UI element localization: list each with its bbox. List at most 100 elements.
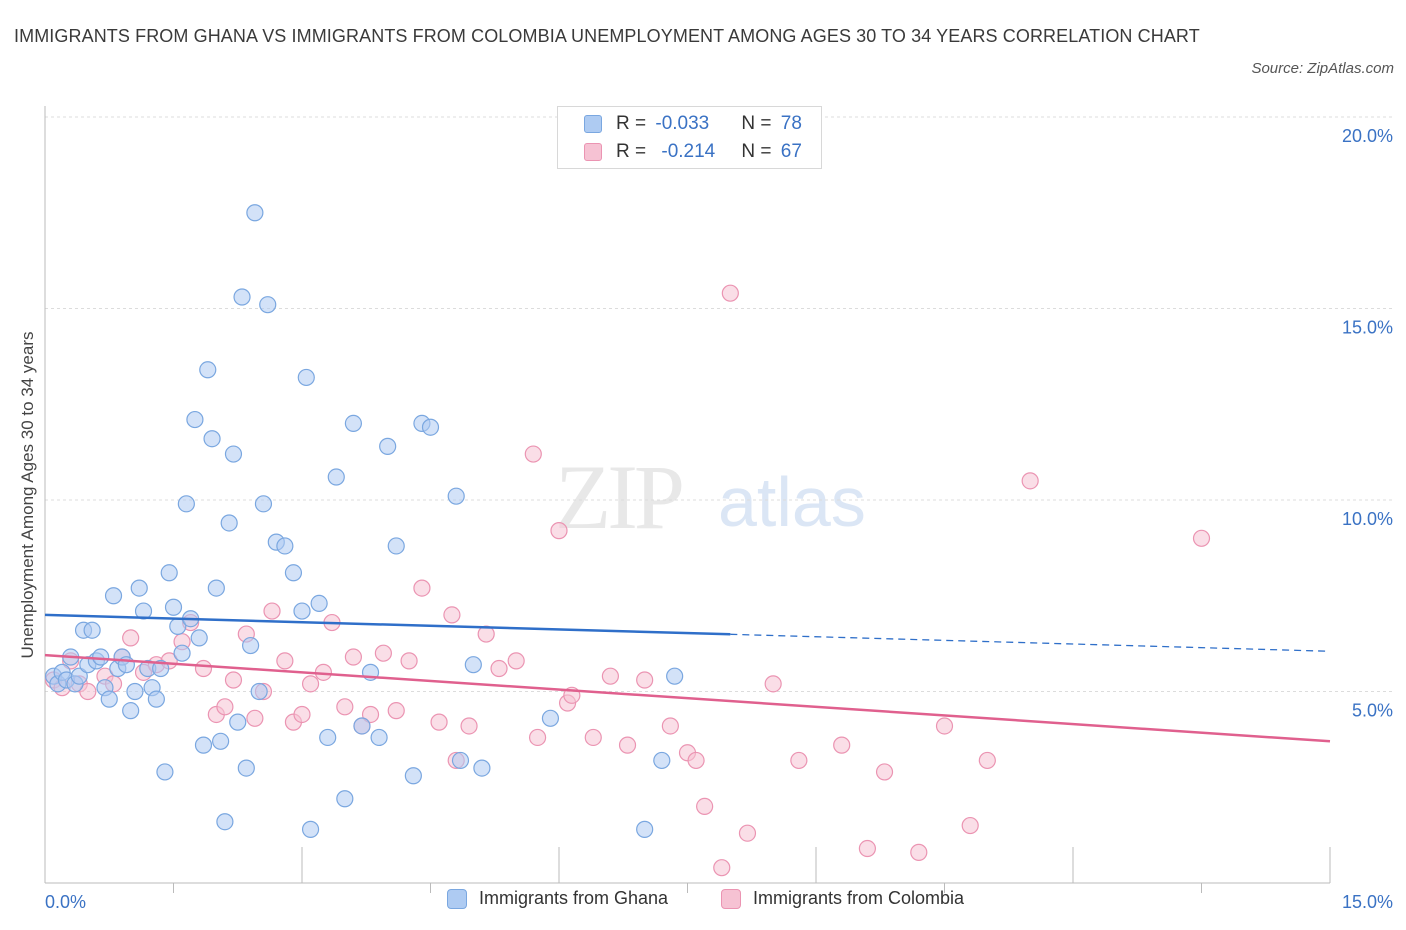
bottom-legend-label-ghana: Immigrants from Ghana — [479, 888, 669, 908]
colombia-point — [246, 709, 264, 727]
ghana-point — [177, 495, 195, 513]
ghana-point — [130, 579, 148, 597]
legend-n-label: N = — [741, 141, 777, 162]
ghana-point — [541, 709, 560, 727]
legend-row-colombia: R = -0.214 N = 67 — [584, 139, 802, 165]
legend-r-label: R = — [616, 113, 652, 134]
ghana-trend-extension — [730, 633, 1331, 652]
colombia-point — [336, 698, 354, 716]
ghana-point — [229, 713, 247, 731]
ghana-point — [100, 690, 118, 708]
colombia-point — [344, 648, 362, 666]
ghana-point — [421, 418, 440, 436]
colombia-point — [361, 705, 380, 724]
colombia-point — [507, 652, 525, 670]
colombia-point — [636, 671, 654, 689]
ghana-point — [194, 736, 213, 754]
colombia-point — [687, 751, 705, 770]
ghana-point — [156, 763, 174, 781]
correlation-legend: R = -0.033 N = 78 R = -0.214 N = 67 — [557, 106, 822, 169]
colombia-point — [738, 824, 757, 842]
watermark: ZIP atlas — [555, 446, 866, 548]
ghana-point — [387, 537, 405, 555]
ghana-point — [293, 602, 311, 620]
x-ticks — [173, 847, 1331, 893]
ghana-point — [70, 667, 88, 685]
source-label: Source: ZipAtlas.com — [1251, 60, 1394, 77]
colombia-point — [122, 629, 140, 647]
legend-r-value-colombia: -0.214 — [661, 141, 716, 162]
bottom-legend-swatch-colombia — [721, 888, 741, 909]
ghana-point — [233, 288, 251, 306]
colombia-point — [764, 675, 782, 693]
ghana-point — [246, 204, 264, 222]
colombia-point — [875, 763, 894, 781]
colombia-point — [910, 843, 928, 861]
ghana-point — [250, 682, 268, 701]
ghana-point — [207, 579, 225, 597]
ghana-point — [186, 410, 204, 429]
colombia-point — [833, 736, 851, 754]
colombia-point — [935, 717, 954, 735]
y-tick-labels: 5.0% 10.0% 15.0% 20.0% — [1342, 126, 1393, 721]
axes — [44, 106, 1330, 884]
colombia-point — [387, 702, 405, 720]
ghana-point — [464, 656, 482, 674]
colombia-point — [721, 284, 739, 302]
ghana-trend-line — [44, 613, 731, 636]
ghana-point — [104, 587, 123, 605]
ghana-point — [310, 594, 328, 613]
colombia-point — [490, 659, 508, 678]
ghana-point — [199, 361, 217, 379]
ghana-point — [152, 659, 170, 678]
colombia-point — [79, 682, 97, 701]
ghana-point — [259, 296, 277, 314]
ghana-point — [147, 690, 165, 708]
ghana-point — [254, 495, 273, 513]
ghana-point — [216, 813, 234, 831]
ghana-point — [447, 487, 465, 505]
colombia-point — [713, 859, 731, 877]
bottom-legend-ghana: Immigrants from Ghana — [447, 888, 668, 909]
ghana-point — [160, 564, 178, 582]
ghana-point — [212, 732, 230, 750]
colombia-point — [601, 667, 620, 685]
ghana-point — [319, 728, 337, 747]
colombia-point — [194, 659, 213, 678]
legend-r-label: R = — [616, 141, 652, 162]
ghana-point — [224, 445, 243, 463]
colombia-point — [443, 606, 461, 624]
colombia-point — [400, 652, 418, 670]
ghana-point — [327, 468, 345, 486]
ghana-point — [473, 759, 491, 777]
ghana-point — [666, 667, 684, 685]
colombia-point — [374, 644, 392, 662]
ghana-point — [203, 430, 221, 448]
colombia-point — [263, 602, 281, 620]
colombia-point — [696, 797, 714, 816]
watermark-zip: ZIP — [555, 446, 682, 548]
ghana-point — [404, 767, 422, 785]
colombia-point — [584, 728, 602, 747]
colombia-point — [293, 705, 311, 724]
colombia-point — [224, 671, 243, 689]
legend-swatch-colombia — [584, 143, 602, 161]
grid-lines — [45, 116, 1393, 692]
ghana-point — [451, 751, 470, 770]
y-tick-label: 20.0% — [1342, 126, 1393, 146]
ghana-point — [237, 759, 255, 777]
legend-n-value-colombia: 67 — [780, 141, 802, 162]
colombia-point — [978, 751, 996, 770]
colombia-point — [1192, 529, 1211, 547]
ghana-point — [297, 368, 315, 387]
legend-n-label: N = — [741, 113, 777, 134]
legend-r-value-ghana: -0.033 — [655, 113, 710, 134]
ghana-point — [276, 537, 294, 555]
ghana-point — [190, 629, 208, 647]
colombia-point — [460, 717, 478, 735]
ghana-point — [344, 414, 362, 432]
colombia-point — [618, 736, 637, 754]
ghana-point — [653, 751, 671, 770]
ghana-point — [370, 728, 388, 747]
x-tick-label-max: 15.0% — [1342, 892, 1393, 912]
